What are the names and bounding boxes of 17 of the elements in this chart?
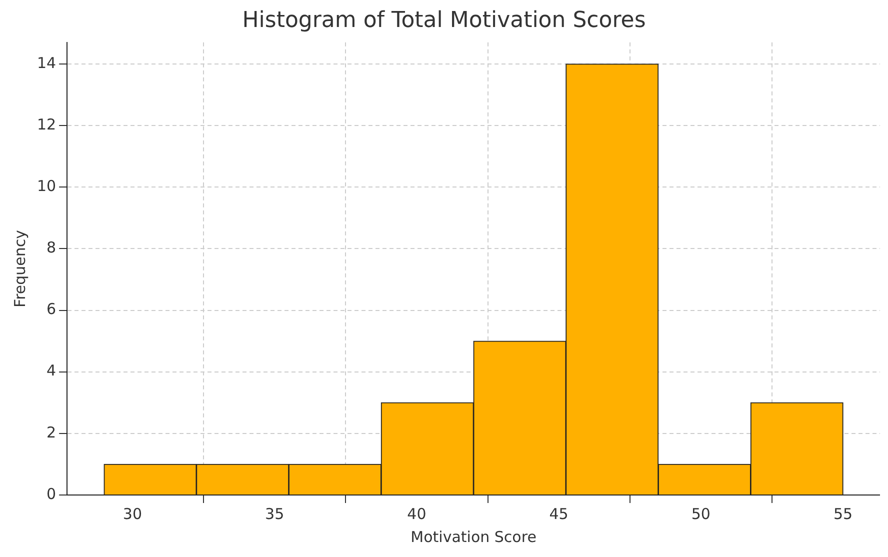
y-tick-label: 10 [36,177,56,195]
y-tick-label: 4 [46,362,56,380]
y-axis-title: Frequency [10,230,29,308]
y-tick-label: 14 [36,54,56,72]
x-tick-label: 45 [549,504,568,523]
y-tick-label: 2 [46,423,56,442]
y-tick-label: 12 [36,115,56,134]
x-tick-label: 35 [265,504,284,523]
x-axis-title: Motivation Score [410,528,536,546]
x-tick-label: 30 [122,504,142,523]
y-tick-label: 0 [46,484,56,503]
x-tick-label: 50 [691,504,710,523]
x-tick-label: 40 [407,504,426,523]
chart-title: Histogram of Total Motivation Scores [242,8,646,33]
y-tick-label: 8 [46,238,56,257]
x-tick-label: 55 [834,504,853,523]
y-tick-label: 6 [46,300,56,318]
